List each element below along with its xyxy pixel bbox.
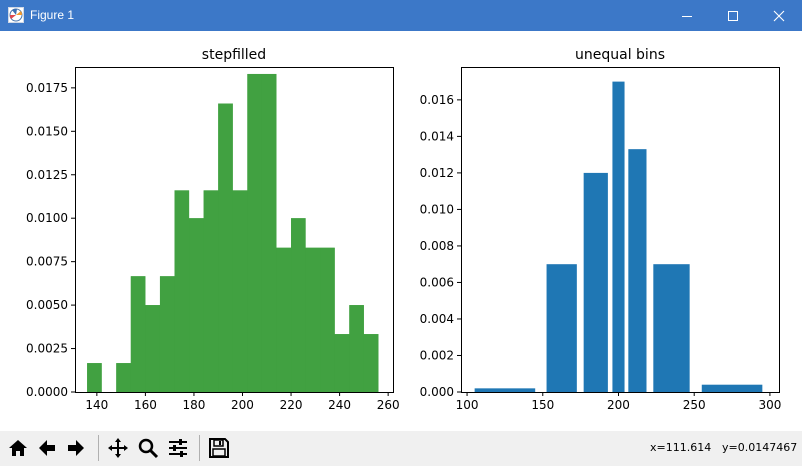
histogram-bin <box>116 363 131 392</box>
window-title: Figure 1 <box>30 8 75 22</box>
y-tick-label: 0.004 <box>420 312 454 326</box>
histogram-bin <box>130 276 146 392</box>
histogram-bar <box>583 172 608 392</box>
navigation-toolbar: x=111.614 y=0.0147467 <box>0 431 802 466</box>
histogram-bin <box>189 218 204 392</box>
back-button[interactable] <box>34 434 60 462</box>
save-button[interactable] <box>206 434 232 462</box>
y-tick-label: 0.0000 <box>26 385 68 399</box>
x-tick-label: 200 <box>607 398 630 412</box>
x-tick-label: 180 <box>182 398 205 412</box>
y-coordinate-readout: y=0.0147467 <box>722 441 798 454</box>
y-tick-label: 0.008 <box>420 239 454 253</box>
zoom-button[interactable] <box>135 434 161 462</box>
histogram-bin <box>276 247 292 392</box>
y-tick-label: 0.000 <box>420 385 454 399</box>
histogram-bar <box>546 264 577 392</box>
y-tick-label: 0.0150 <box>26 124 68 138</box>
x-coordinate-readout: x=111.614 <box>650 441 712 454</box>
pan-icon <box>108 438 128 458</box>
zoom-icon <box>138 438 159 459</box>
forward-button[interactable] <box>63 434 89 462</box>
histogram-bin <box>159 276 175 392</box>
minimize-button[interactable] <box>664 0 710 31</box>
y-tick-label: 0.0100 <box>26 211 68 225</box>
x-tick-label: 200 <box>231 398 254 412</box>
pan-button[interactable] <box>105 434 131 462</box>
histogram-bin <box>232 190 248 392</box>
axes-frame <box>75 67 394 393</box>
configure-subplots-icon <box>169 439 187 457</box>
histogram-bar <box>474 388 536 392</box>
x-tick-label: 260 <box>377 398 400 412</box>
save-icon <box>209 438 229 458</box>
maximize-icon <box>728 10 738 21</box>
y-tick-label: 0.016 <box>420 93 454 107</box>
figure-svg: stepfilled 140 160 180 200 220 240 260 0.0000 0.0… <box>26 47 781 412</box>
y-tick-label: 0.0175 <box>26 81 68 95</box>
y-tick-label: 0.012 <box>420 166 454 180</box>
y-tick-label: 0.0075 <box>26 255 68 269</box>
histogram-bar <box>701 384 763 392</box>
histogram-bin <box>363 334 379 392</box>
histogram-bin <box>291 218 306 392</box>
x-tick-label: 160 <box>134 398 157 412</box>
back-arrow-icon <box>39 440 55 456</box>
toolbar-separator <box>199 435 200 461</box>
x-tick-label: 100 <box>456 398 479 412</box>
minimize-icon <box>682 15 692 17</box>
x-tick-label: 140 <box>85 398 108 412</box>
histogram-bar <box>628 149 647 392</box>
histogram-bin <box>87 363 102 392</box>
toolbar-separator <box>98 435 99 461</box>
window-titlebar[interactable]: Figure 1 <box>0 0 802 31</box>
x-tick-label: 220 <box>280 398 303 412</box>
histogram-bin <box>247 73 262 392</box>
axes-title: unequal bins <box>575 47 665 63</box>
close-button[interactable] <box>756 0 802 31</box>
matplotlib-app-icon <box>8 7 24 23</box>
x-tick-label: 240 <box>328 398 351 412</box>
histogram-bin <box>261 73 277 392</box>
close-icon <box>773 10 785 21</box>
histogram-bin <box>218 103 233 393</box>
y-tick-label: 0.0125 <box>26 168 68 182</box>
configure-subplots-button[interactable] <box>165 434 191 462</box>
histogram-bar <box>612 81 625 392</box>
forward-arrow-icon <box>68 440 84 456</box>
home-icon <box>9 440 27 456</box>
figure-canvas[interactable]: stepfilled 140 160 180 200 220 240 260 0.0000 0.0… <box>0 31 802 431</box>
histogram-bar <box>653 264 690 392</box>
histogram-bin <box>145 305 160 392</box>
histogram-bin <box>334 334 350 392</box>
x-tick-label: 250 <box>683 398 706 412</box>
y-tick-label: 0.002 <box>420 348 454 362</box>
histogram-bin <box>203 190 219 392</box>
maximize-button[interactable] <box>710 0 756 31</box>
x-tick-label: 300 <box>758 398 781 412</box>
histogram-bin <box>305 247 321 392</box>
y-tick-label: 0.010 <box>420 202 454 216</box>
x-tick-label: 150 <box>531 398 554 412</box>
y-tick-label: 0.0025 <box>26 342 68 356</box>
y-tick-label: 0.006 <box>420 275 454 289</box>
axes-title: stepfilled <box>202 47 266 63</box>
y-tick-label: 0.0050 <box>26 298 68 312</box>
histogram-bin <box>174 190 190 392</box>
axes-frame <box>461 67 780 393</box>
y-tick-label: 0.014 <box>420 129 454 143</box>
histogram-bin <box>320 247 335 392</box>
histogram-bin <box>349 305 364 392</box>
home-button[interactable] <box>5 434 31 462</box>
